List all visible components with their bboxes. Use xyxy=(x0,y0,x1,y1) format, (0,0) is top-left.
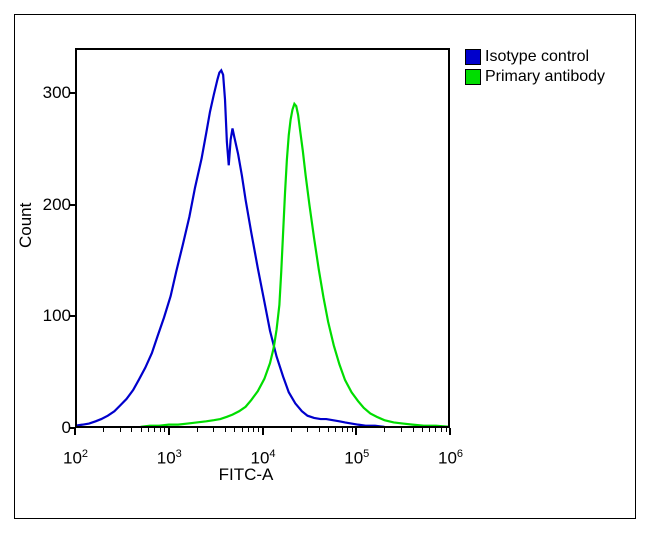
x-minor-tick-mark xyxy=(131,428,132,432)
x-minor-tick-mark xyxy=(342,428,343,432)
y-tick-mark xyxy=(69,315,75,317)
x-minor-tick-mark xyxy=(335,428,336,432)
x-tick-mark xyxy=(262,428,264,435)
legend: Isotype control Primary antibody xyxy=(465,48,605,88)
legend-item: Primary antibody xyxy=(465,68,605,86)
x-minor-tick-mark xyxy=(258,428,259,432)
x-minor-tick-mark xyxy=(148,428,149,432)
x-minor-tick-mark xyxy=(319,428,320,432)
x-minor-tick-mark xyxy=(291,428,292,432)
plot-area xyxy=(75,48,450,428)
x-minor-tick-mark xyxy=(441,428,442,432)
x-minor-tick-mark xyxy=(352,428,353,432)
legend-swatch xyxy=(465,69,481,85)
x-minor-tick-mark xyxy=(234,428,235,432)
x-tick-label: 106 xyxy=(438,448,463,469)
legend-swatch xyxy=(465,49,481,65)
x-minor-tick-mark xyxy=(213,428,214,432)
x-minor-tick-mark xyxy=(248,428,249,432)
x-minor-tick-mark xyxy=(307,428,308,432)
y-tick-label: 100 xyxy=(43,306,71,326)
x-tick-mark xyxy=(168,428,170,435)
x-minor-tick-mark xyxy=(413,428,414,432)
x-minor-tick-mark xyxy=(429,428,430,432)
x-minor-tick-mark xyxy=(253,428,254,432)
x-minor-tick-mark xyxy=(225,428,226,432)
legend-item: Isotype control xyxy=(465,48,605,66)
x-tick-label: 105 xyxy=(344,448,369,469)
y-tick-label: 200 xyxy=(43,195,71,215)
x-minor-tick-mark xyxy=(401,428,402,432)
legend-label: Primary antibody xyxy=(485,68,605,86)
x-minor-tick-mark xyxy=(120,428,121,432)
y-tick-label: 300 xyxy=(43,83,71,103)
x-tick-label: 103 xyxy=(157,448,182,469)
x-minor-tick-mark xyxy=(154,428,155,432)
x-tick-mark xyxy=(355,428,357,435)
x-minor-tick-mark xyxy=(103,428,104,432)
x-minor-tick-mark xyxy=(141,428,142,432)
x-minor-tick-mark xyxy=(347,428,348,432)
x-minor-tick-mark xyxy=(328,428,329,432)
y-tick-mark xyxy=(69,204,75,206)
legend-label: Isotype control xyxy=(485,48,589,66)
x-minor-tick-mark xyxy=(446,428,447,432)
x-minor-tick-mark xyxy=(435,428,436,432)
x-minor-tick-mark xyxy=(384,428,385,432)
plot-border xyxy=(75,48,450,428)
x-minor-tick-mark xyxy=(164,428,165,432)
x-minor-tick-mark xyxy=(160,428,161,432)
x-tick-label: 102 xyxy=(63,448,88,469)
x-minor-tick-mark xyxy=(242,428,243,432)
y-tick-mark xyxy=(69,92,75,94)
x-axis-label: FITC-A xyxy=(219,465,274,485)
y-axis-label: Count xyxy=(16,203,36,248)
x-minor-tick-mark xyxy=(197,428,198,432)
x-minor-tick-mark xyxy=(422,428,423,432)
x-tick-mark xyxy=(449,428,451,435)
x-tick-mark xyxy=(74,428,76,435)
